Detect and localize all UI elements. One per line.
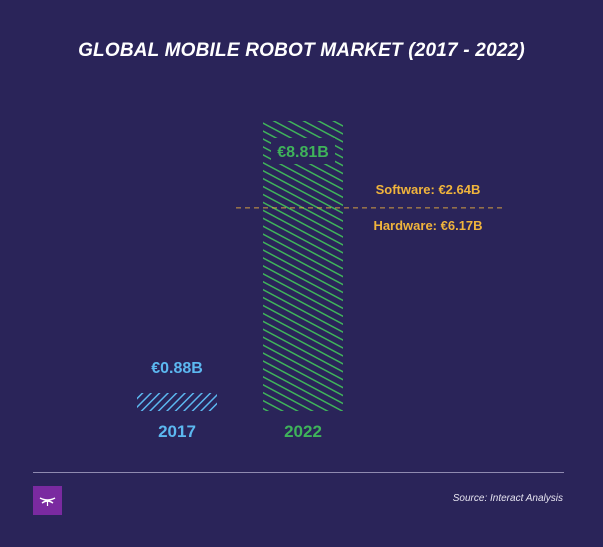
annotation-software: Software: €2.64B xyxy=(376,182,481,197)
data-label-bg-2022 xyxy=(271,138,335,164)
bar-2022 xyxy=(263,121,343,411)
chart-title: GLOBAL MOBILE ROBOT MARKET (2017 - 2022) xyxy=(78,40,525,61)
bar-2017 xyxy=(137,393,217,411)
bar-chart: 2017 €0.88B 2022 €8.81B Software: €2.64B Har… xyxy=(137,121,506,441)
x-tick-label-2017: 2017 xyxy=(158,422,196,441)
x-tick-label-2022: 2022 xyxy=(284,422,322,441)
footer-divider xyxy=(33,472,564,473)
data-label-2022: €8.81B xyxy=(277,144,329,161)
source-note: Source: Interact Analysis xyxy=(452,493,563,504)
data-label-2017: €0.88B xyxy=(151,360,203,377)
interact-analysis-logo-icon xyxy=(33,486,62,515)
annotation-hardware: Hardware: €6.17B xyxy=(373,218,482,233)
